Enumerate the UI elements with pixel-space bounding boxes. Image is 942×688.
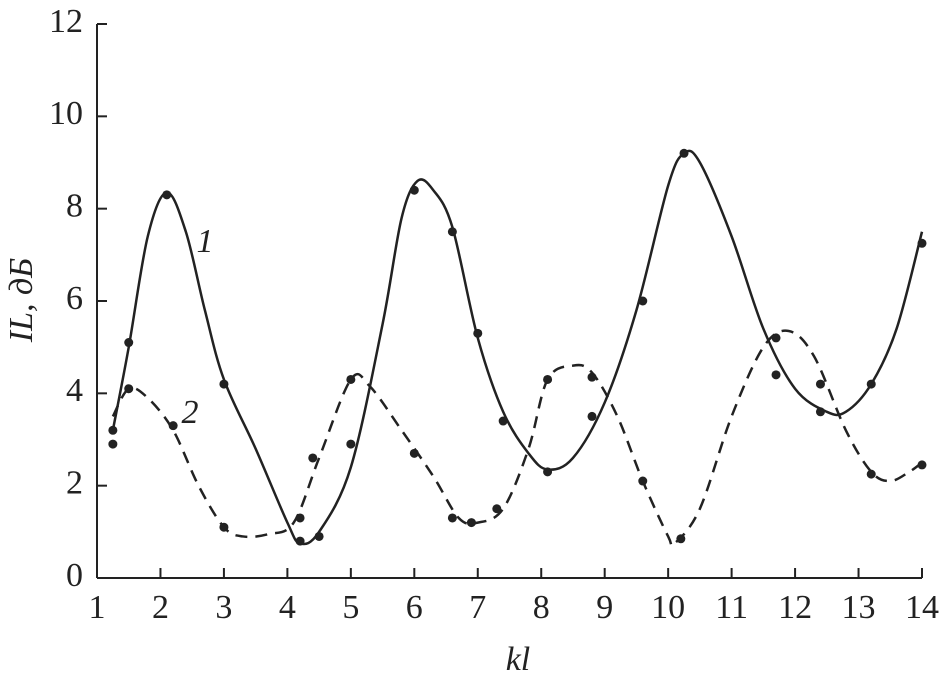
x-tick-label: 3 [215, 589, 232, 626]
x-tick-label: 12 [778, 589, 812, 626]
data-point [815, 407, 825, 417]
data-point [124, 384, 134, 394]
y-tick-label: 10 [49, 95, 83, 132]
y-tick-label: 0 [66, 557, 83, 594]
data-point [498, 416, 508, 426]
data-point [917, 238, 927, 248]
data-point [866, 379, 876, 389]
x-tick-label: 6 [406, 589, 423, 626]
x-tick-label: 13 [842, 589, 876, 626]
data-point [771, 333, 781, 343]
data-point [447, 513, 457, 523]
data-point [124, 338, 134, 348]
x-tick-label: 1 [89, 589, 106, 626]
x-tick-label: 5 [342, 589, 359, 626]
x-tick-label: 10 [651, 589, 685, 626]
data-point [219, 522, 229, 532]
data-point [771, 370, 781, 380]
x-tick-label: 2 [152, 589, 169, 626]
series-label: 1 [197, 223, 214, 260]
data-point [466, 518, 476, 528]
data-point [679, 148, 689, 158]
y-tick-label: 12 [49, 3, 83, 40]
x-tick-label: 8 [533, 589, 550, 626]
data-point [346, 439, 356, 449]
y-tick-label: 6 [66, 280, 83, 317]
data-point [346, 374, 356, 384]
data-point [295, 536, 305, 546]
x-tick-label: 9 [596, 589, 613, 626]
data-point [543, 467, 553, 477]
data-point [917, 460, 927, 470]
data-point [638, 476, 648, 486]
x-tick-label: 11 [715, 589, 748, 626]
data-point [409, 185, 419, 195]
data-point [409, 448, 419, 458]
curve [111, 149, 924, 546]
data-point [162, 190, 172, 200]
x-tick-label: 14 [905, 589, 939, 626]
data-point [308, 453, 318, 463]
data-point [219, 379, 229, 389]
x-tick-label: 7 [469, 589, 486, 626]
y-axis-label: IL, дБ [3, 258, 40, 344]
data-point [587, 411, 597, 421]
series-label: 2 [182, 394, 199, 431]
data-point [295, 513, 305, 523]
data-point [314, 531, 324, 541]
y-tick-label: 2 [66, 464, 83, 501]
data-point [866, 469, 876, 479]
curve [111, 329, 923, 548]
data-point [473, 328, 483, 338]
data-point [676, 534, 686, 544]
data-point [543, 374, 553, 384]
y-tick-label: 4 [66, 372, 83, 409]
data-point [168, 421, 178, 431]
data-point [815, 379, 825, 389]
data-point [587, 372, 597, 382]
data-point [638, 296, 648, 306]
data-point [108, 425, 118, 435]
data-point [447, 227, 457, 237]
x-tick-label: 4 [279, 589, 296, 626]
x-axis-label: kl [506, 641, 531, 678]
y-tick-label: 8 [66, 187, 83, 224]
data-point [108, 439, 118, 449]
data-point [492, 504, 502, 514]
